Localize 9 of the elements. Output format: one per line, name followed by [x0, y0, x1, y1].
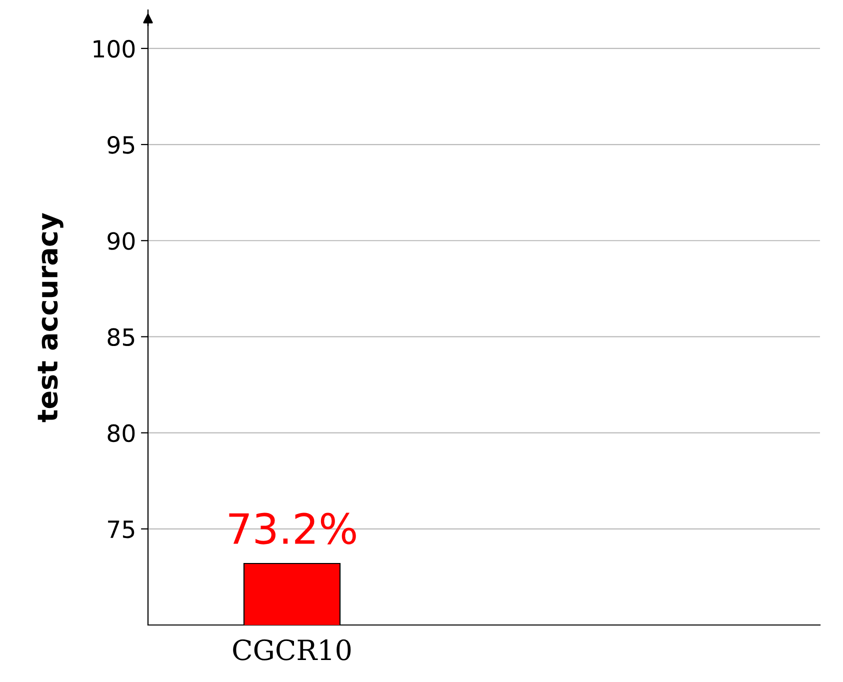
y-tick-label: 100	[94, 40, 135, 58]
y-tick-label: 95	[108, 136, 134, 154]
y-tick-label: 80	[108, 424, 135, 442]
y-tick-label: 90	[108, 232, 135, 250]
x-tick-label: CGCR10	[233, 639, 351, 660]
data-label: 73.2%	[229, 512, 356, 544]
y-tick-label: 85	[108, 328, 134, 346]
y-tick-label: 75	[108, 520, 134, 538]
y-axis-title: test accuracy	[38, 212, 64, 422]
